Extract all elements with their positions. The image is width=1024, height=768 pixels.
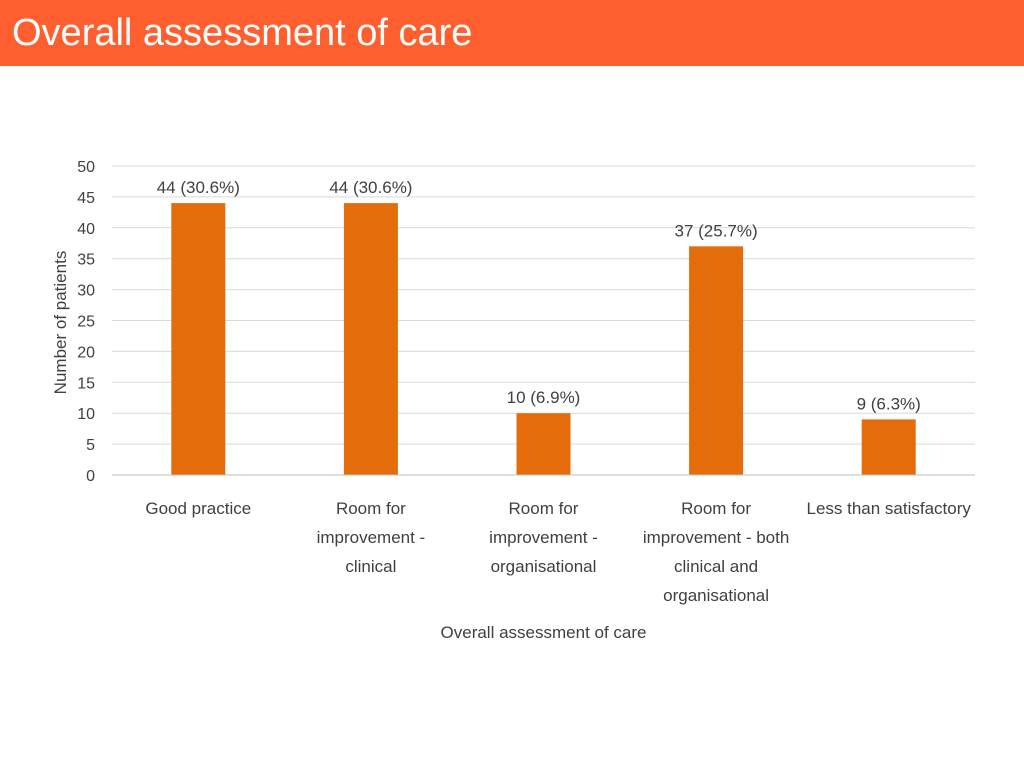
- y-tick-label: 5: [86, 437, 95, 454]
- y-tick-label: 10: [77, 406, 95, 423]
- x-axis-categories: Good practice Room for improvement -clinic…: [145, 499, 971, 605]
- y-axis-ticks: 0 5 10 15 20 25 30 35 40 45 50: [77, 159, 95, 485]
- y-tick-label: 40: [77, 221, 95, 238]
- x-axis-label: Overall assessment of care: [441, 623, 647, 642]
- y-tick-label: 25: [77, 314, 95, 331]
- y-tick-label: 45: [77, 190, 95, 207]
- y-axis-label: Number of patients: [51, 251, 70, 395]
- data-label: 37 (25.7%): [675, 221, 758, 240]
- data-labels: 44 (30.6%) 44 (30.6%) 10 (6.9%) 37 (25.7%) 9…: [157, 178, 921, 413]
- y-tick-label: 0: [86, 468, 95, 485]
- bar: [689, 246, 744, 475]
- bars: [171, 203, 916, 475]
- bar: [343, 203, 398, 475]
- data-label: 44 (30.6%): [329, 178, 412, 197]
- bar: [171, 203, 226, 475]
- y-tick-label: 35: [77, 252, 95, 269]
- x-category-label: Room for improvement - both clinical and or…: [643, 499, 789, 605]
- gridlines: [112, 165, 975, 445]
- x-category-label: Good practice: [145, 499, 251, 518]
- x-category-label: Room for improvement -clinical: [317, 499, 426, 576]
- bar: [516, 413, 571, 475]
- y-tick-label: 20: [77, 344, 95, 361]
- data-label: 10 (6.9%): [507, 388, 581, 407]
- y-tick-label: 50: [77, 159, 95, 176]
- slide-title: Overall assessment of care: [12, 12, 473, 54]
- x-category-label: Room for improvement -organisational: [489, 499, 598, 576]
- data-label: 9 (6.3%): [857, 394, 921, 413]
- y-tick-label: 30: [77, 283, 95, 300]
- bar: [861, 419, 916, 475]
- data-label: 44 (30.6%): [157, 178, 240, 197]
- title-bar: Overall assessment of care: [0, 0, 1024, 66]
- y-tick-label: 15: [77, 375, 95, 392]
- x-category-label: Less than satisfactory: [806, 499, 971, 518]
